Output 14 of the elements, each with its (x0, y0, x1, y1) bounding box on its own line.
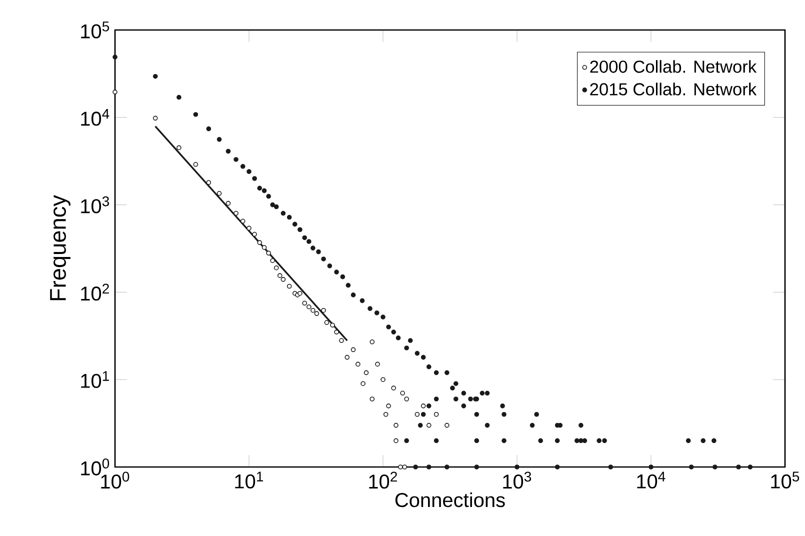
x-tick-label: 10$^{4}$ (637, 472, 666, 488)
x-tick-label: 10$^{2}$ (369, 472, 397, 489)
x-axis-title: Connections (395, 492, 505, 508)
legend-label: 2000 Collab. Network (590, 60, 757, 73)
x-tick-label: 10$^{1}$ (235, 472, 263, 488)
y-tick-label: 10$^{1}$ (81, 371, 109, 388)
x-tick-label: 10$^{5}$ (771, 472, 800, 488)
y-tick-label: 10$^{3}$ (81, 196, 110, 214)
y-tick-label: 10$^{2}$ (81, 284, 109, 301)
y-tick-label: 10$^{5}$ (81, 22, 110, 38)
y-axis-title: Frequency (50, 195, 70, 300)
legend-label: 2015 Collab. Network (590, 82, 757, 96)
y-tick-label: 10$^{4}$ (81, 109, 110, 126)
x-tick-label: 10$^{3}$ (503, 472, 532, 489)
